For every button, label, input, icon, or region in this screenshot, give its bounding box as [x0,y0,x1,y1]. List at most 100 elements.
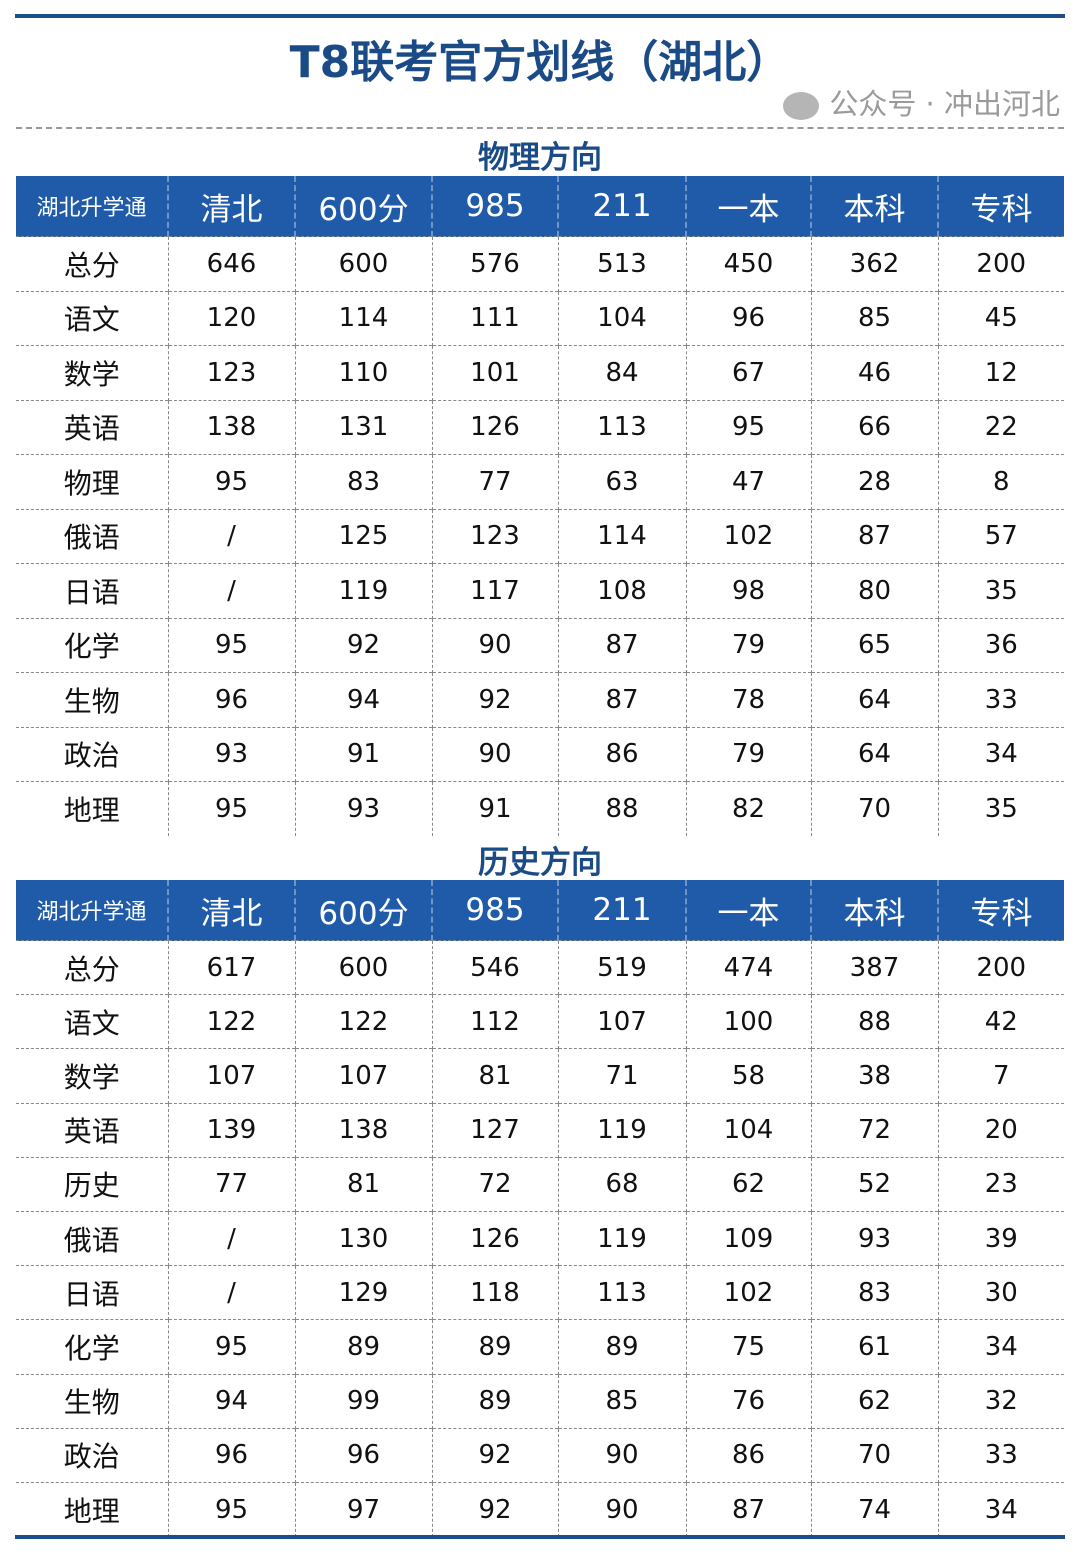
score-cell: 110 [294,345,432,400]
subject-cell: 政治 [16,726,168,782]
column-header: 985 [431,880,558,941]
score-cell: 81 [294,1156,432,1212]
subject-cell: 俄语 [16,508,168,564]
subject-cell: 俄语 [16,1210,168,1266]
column-header: 专科 [937,880,1064,941]
score-cell: 127 [431,1102,558,1158]
score-cell: 130 [294,1210,432,1266]
subject-cell: 生物 [16,672,168,727]
table-row: 物理 95 83 77 63 47 28 8 [16,454,1064,509]
score-cell: 200 [937,236,1064,291]
score-cell: 600 [294,236,432,291]
subject-cell: 生物 [16,1373,168,1429]
column-header: 本科 [810,880,938,941]
score-cell: 109 [685,1210,811,1266]
score-cell: 96 [167,1427,295,1483]
score-cell: 98 [685,563,811,618]
score-cell: 94 [167,1373,295,1429]
score-cell: 90 [431,617,558,673]
score-cell: 28 [810,454,938,509]
score-cell: 123 [167,345,295,400]
score-cell: 92 [294,617,432,673]
subject-cell: 历史 [16,1156,168,1212]
score-cell: / [167,563,295,618]
history-table: 湖北升学通 清北 600分 985 211 一本 本科 专科 总分 617 600 546 519 474… [16,880,1064,1537]
table-row: 语文 122 122 112 107 100 88 42 [16,994,1064,1049]
score-cell: 122 [294,994,432,1049]
score-cell: 646 [167,236,295,291]
score-cell: 101 [431,345,558,400]
column-header: 本科 [810,176,938,237]
score-cell: 108 [557,563,686,618]
score-cell: 92 [431,1481,558,1537]
score-cell: 102 [685,508,811,564]
score-cell: 87 [810,508,938,564]
score-cell: / [167,1265,295,1320]
table-row: 俄语/130 126 119 109 93 39 [16,1210,1064,1266]
subject-cell: 化学 [16,1319,168,1374]
subject-cell: 总分 [16,939,168,995]
table-row: 地理 95 97 92 90 87 74 34 [16,1481,1064,1537]
subject-cell: 数学 [16,1048,168,1104]
score-cell: 33 [937,672,1064,727]
score-cell: 513 [557,236,686,291]
score-cell: 114 [294,290,432,346]
score-cell: 93 [810,1210,938,1266]
score-cell: 89 [557,1319,686,1374]
score-cell: 93 [167,726,295,782]
score-cell: 95 [167,454,295,509]
table-row: 数学 107 107 81 71 58 38 7 [16,1048,1064,1104]
score-cell: 81 [431,1048,558,1104]
column-header: 清北 [167,176,295,237]
column-header: 985 [431,176,558,237]
score-cell: 86 [557,726,686,782]
score-cell: 95 [167,781,295,836]
column-header: 211 [557,880,686,941]
score-cell: 95 [167,617,295,673]
score-cell: 119 [557,1210,686,1266]
subject-cell: 语文 [16,290,168,346]
table-row: 英语 138 131 126 113 95 66 22 [16,399,1064,455]
score-cell: 33 [937,1427,1064,1483]
score-cell: 83 [810,1265,938,1320]
table-row: 化学 95 89 89 89 75 61 34 [16,1319,1064,1374]
score-cell: 92 [431,672,558,727]
subject-cell: 数学 [16,345,168,400]
score-cell: 78 [685,672,811,727]
subject-cell: 英语 [16,399,168,455]
score-cell: 119 [557,1102,686,1158]
table-row: 生物 96 94 92 87 78 64 33 [16,672,1064,727]
score-cell: 90 [557,1427,686,1483]
score-cell: 39 [937,1210,1064,1266]
score-cell: 71 [557,1048,686,1104]
column-header: 600分 [294,176,432,237]
table-row: 化学 95 92 90 87 79 65 36 [16,617,1064,673]
table-row: 生物 94 99 89 85 76 62 32 [16,1373,1064,1429]
subject-cell: 日语 [16,563,168,618]
score-cell: 79 [685,617,811,673]
column-header: 211 [557,176,686,237]
subject-cell: 总分 [16,236,168,291]
score-cell: 89 [431,1319,558,1374]
score-cell: 64 [810,672,938,727]
score-cell: 90 [431,726,558,782]
score-cell: 90 [557,1481,686,1537]
score-cell: 83 [294,454,432,509]
score-cell: 87 [557,672,686,727]
score-cell: 72 [431,1156,558,1212]
score-cell: 74 [810,1481,938,1537]
score-cell: 85 [557,1373,686,1429]
score-cell: 125 [294,508,432,564]
table-row: 历史 77 81 72 68 62 52 23 [16,1156,1064,1212]
score-cell: 22 [937,399,1064,455]
score-cell: 93 [294,781,432,836]
score-cell: 119 [294,563,432,618]
score-cell: 67 [685,345,811,400]
score-cell: 117 [431,563,558,618]
score-cell: 35 [937,781,1064,836]
score-cell: 34 [937,1481,1064,1537]
score-cell: 96 [167,672,295,727]
divider [16,127,1064,129]
score-cell: 112 [431,994,558,1049]
